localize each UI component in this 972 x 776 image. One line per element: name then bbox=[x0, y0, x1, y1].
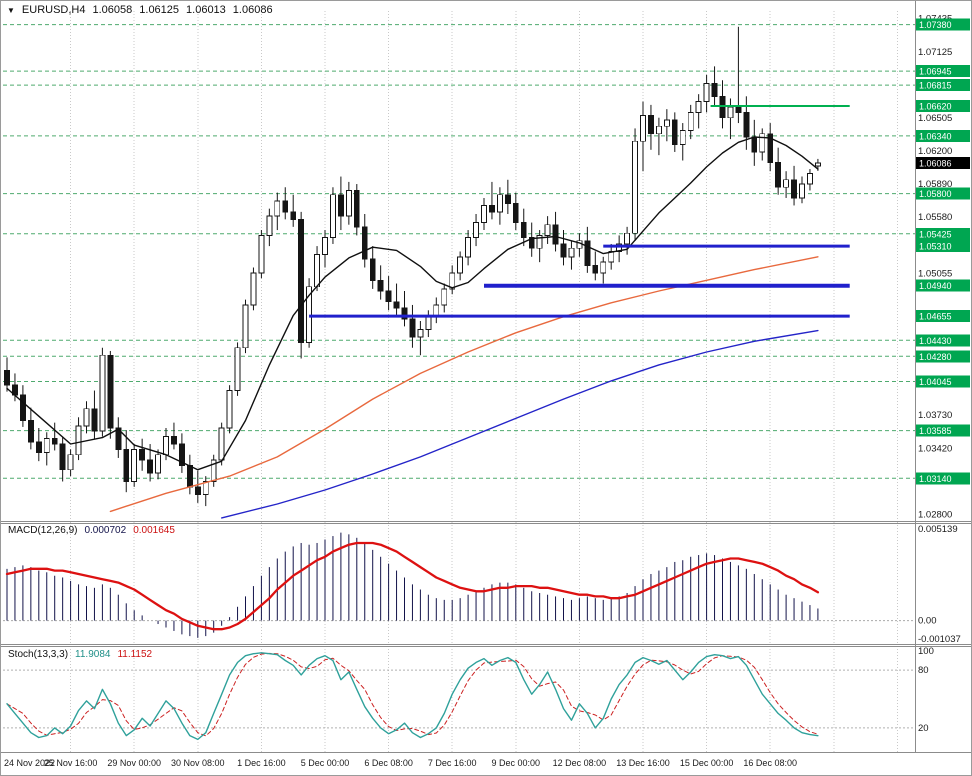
level-price-badge bbox=[916, 334, 970, 347]
svg-text:1.04655: 1.04655 bbox=[919, 312, 952, 322]
candlestick-layer bbox=[4, 26, 821, 507]
svg-text:0.00: 0.00 bbox=[918, 616, 937, 627]
macd-name: MACD(12,26,9) bbox=[8, 525, 78, 536]
svg-text:7 Dec 16:00: 7 Dec 16:00 bbox=[428, 758, 477, 768]
price-close: 1.06086 bbox=[232, 4, 273, 16]
svg-text:1.06340: 1.06340 bbox=[919, 131, 952, 141]
svg-text:1.05800: 1.05800 bbox=[919, 189, 952, 199]
svg-text:30 Nov 08:00: 30 Nov 08:00 bbox=[171, 758, 225, 768]
svg-text:24 Nov 2022: 24 Nov 2022 bbox=[4, 758, 55, 768]
svg-text:1.03730: 1.03730 bbox=[918, 410, 952, 421]
level-price-badge bbox=[916, 424, 970, 437]
svg-text:1.06945: 1.06945 bbox=[919, 67, 952, 77]
stoch-k-value: 11.9084 bbox=[75, 649, 111, 660]
level-price-badge bbox=[916, 65, 970, 78]
svg-text:1.05055: 1.05055 bbox=[918, 268, 952, 279]
svg-text:1.05425: 1.05425 bbox=[919, 229, 952, 239]
symbol-dropdown-icon[interactable]: ▼ bbox=[7, 5, 15, 15]
svg-text:-0.001037: -0.001037 bbox=[918, 634, 961, 645]
svg-text:25 Nov 16:00: 25 Nov 16:00 bbox=[44, 758, 98, 768]
stoch-name: Stoch(13,3,3) bbox=[8, 649, 69, 660]
macd-panel: 0.005139 0.00 -0.001037 bbox=[3, 524, 961, 645]
svg-text:1.06620: 1.06620 bbox=[919, 101, 952, 111]
svg-text:1.03140: 1.03140 bbox=[919, 474, 952, 484]
level-price-badge bbox=[916, 240, 970, 253]
svg-text:80: 80 bbox=[918, 665, 929, 676]
svg-text:1.03585: 1.03585 bbox=[919, 426, 952, 436]
price-axis[interactable]: 1.074351.071251.065051.062001.058901.055… bbox=[916, 14, 970, 521]
svg-text:100: 100 bbox=[918, 646, 934, 657]
svg-text:1.05310: 1.05310 bbox=[919, 242, 952, 252]
price-high: 1.06125 bbox=[139, 4, 180, 16]
svg-text:1.05890: 1.05890 bbox=[918, 179, 952, 190]
svg-text:1.06505: 1.06505 bbox=[918, 113, 952, 124]
stoch-indicator-label: Stoch(13,3,3) 11.9084 11.1152 bbox=[8, 649, 152, 660]
svg-text:5 Dec 00:00: 5 Dec 00:00 bbox=[301, 758, 350, 768]
price-open: 1.06058 bbox=[92, 4, 133, 16]
level-price-badge bbox=[916, 279, 970, 292]
svg-text:1.06815: 1.06815 bbox=[919, 81, 952, 91]
macd-indicator-label: MACD(12,26,9) 0.000702 0.001645 bbox=[8, 525, 175, 536]
svg-text:1.06200: 1.06200 bbox=[918, 146, 952, 157]
svg-text:1.07125: 1.07125 bbox=[918, 47, 952, 58]
svg-text:15 Dec 00:00: 15 Dec 00:00 bbox=[680, 758, 734, 768]
svg-text:1.04940: 1.04940 bbox=[919, 281, 952, 291]
level-price-badge bbox=[916, 310, 970, 323]
price-low: 1.06013 bbox=[186, 4, 226, 16]
svg-text:16 Dec 08:00: 16 Dec 08:00 bbox=[743, 758, 797, 768]
svg-text:29 Nov 00:00: 29 Nov 00:00 bbox=[107, 758, 161, 768]
svg-text:12 Dec 08:00: 12 Dec 08:00 bbox=[553, 758, 607, 768]
level-price-badge bbox=[916, 99, 970, 112]
level-price-badge bbox=[916, 129, 970, 142]
svg-text:1.05580: 1.05580 bbox=[918, 212, 952, 223]
level-price-badge bbox=[916, 187, 970, 200]
svg-text:13 Dec 16:00: 13 Dec 16:00 bbox=[616, 758, 670, 768]
svg-text:1.03420: 1.03420 bbox=[918, 443, 952, 454]
svg-text:0.005139: 0.005139 bbox=[918, 524, 958, 535]
level-price-badge bbox=[916, 227, 970, 240]
level-price-badge bbox=[916, 472, 970, 485]
macd-signal-value: 0.001645 bbox=[133, 525, 175, 536]
level-price-badge bbox=[916, 375, 970, 388]
svg-text:9 Dec 00:00: 9 Dec 00:00 bbox=[492, 758, 541, 768]
stochastic-panel: 100 80 20 bbox=[3, 646, 934, 741]
svg-text:1.07380: 1.07380 bbox=[919, 20, 952, 30]
level-price-badge bbox=[916, 79, 970, 92]
chart-objects[interactable] bbox=[309, 104, 850, 318]
svg-text:1.02800: 1.02800 bbox=[918, 510, 952, 521]
svg-text:1.06086: 1.06086 bbox=[919, 159, 952, 169]
level-price-badge bbox=[916, 350, 970, 363]
panel-separators bbox=[1, 1, 971, 753]
macd-main-value: 0.000702 bbox=[84, 525, 127, 536]
level-price-badge bbox=[916, 18, 970, 31]
svg-text:1.04045: 1.04045 bbox=[919, 377, 952, 387]
current-price-badge bbox=[916, 157, 970, 170]
svg-text:20: 20 bbox=[918, 723, 929, 734]
stoch-d-value: 11.1152 bbox=[117, 649, 153, 660]
svg-text:1.04430: 1.04430 bbox=[919, 336, 952, 346]
symbol-period: EURUSD,H4 bbox=[21, 4, 86, 16]
svg-text:1.04280: 1.04280 bbox=[919, 352, 952, 362]
chart-title: ▼ EURUSD,H4 1.06058 1.06125 1.06013 1.06… bbox=[7, 4, 273, 16]
svg-text:1 Dec 16:00: 1 Dec 16:00 bbox=[237, 758, 286, 768]
svg-text:6 Dec 08:00: 6 Dec 08:00 bbox=[364, 758, 413, 768]
